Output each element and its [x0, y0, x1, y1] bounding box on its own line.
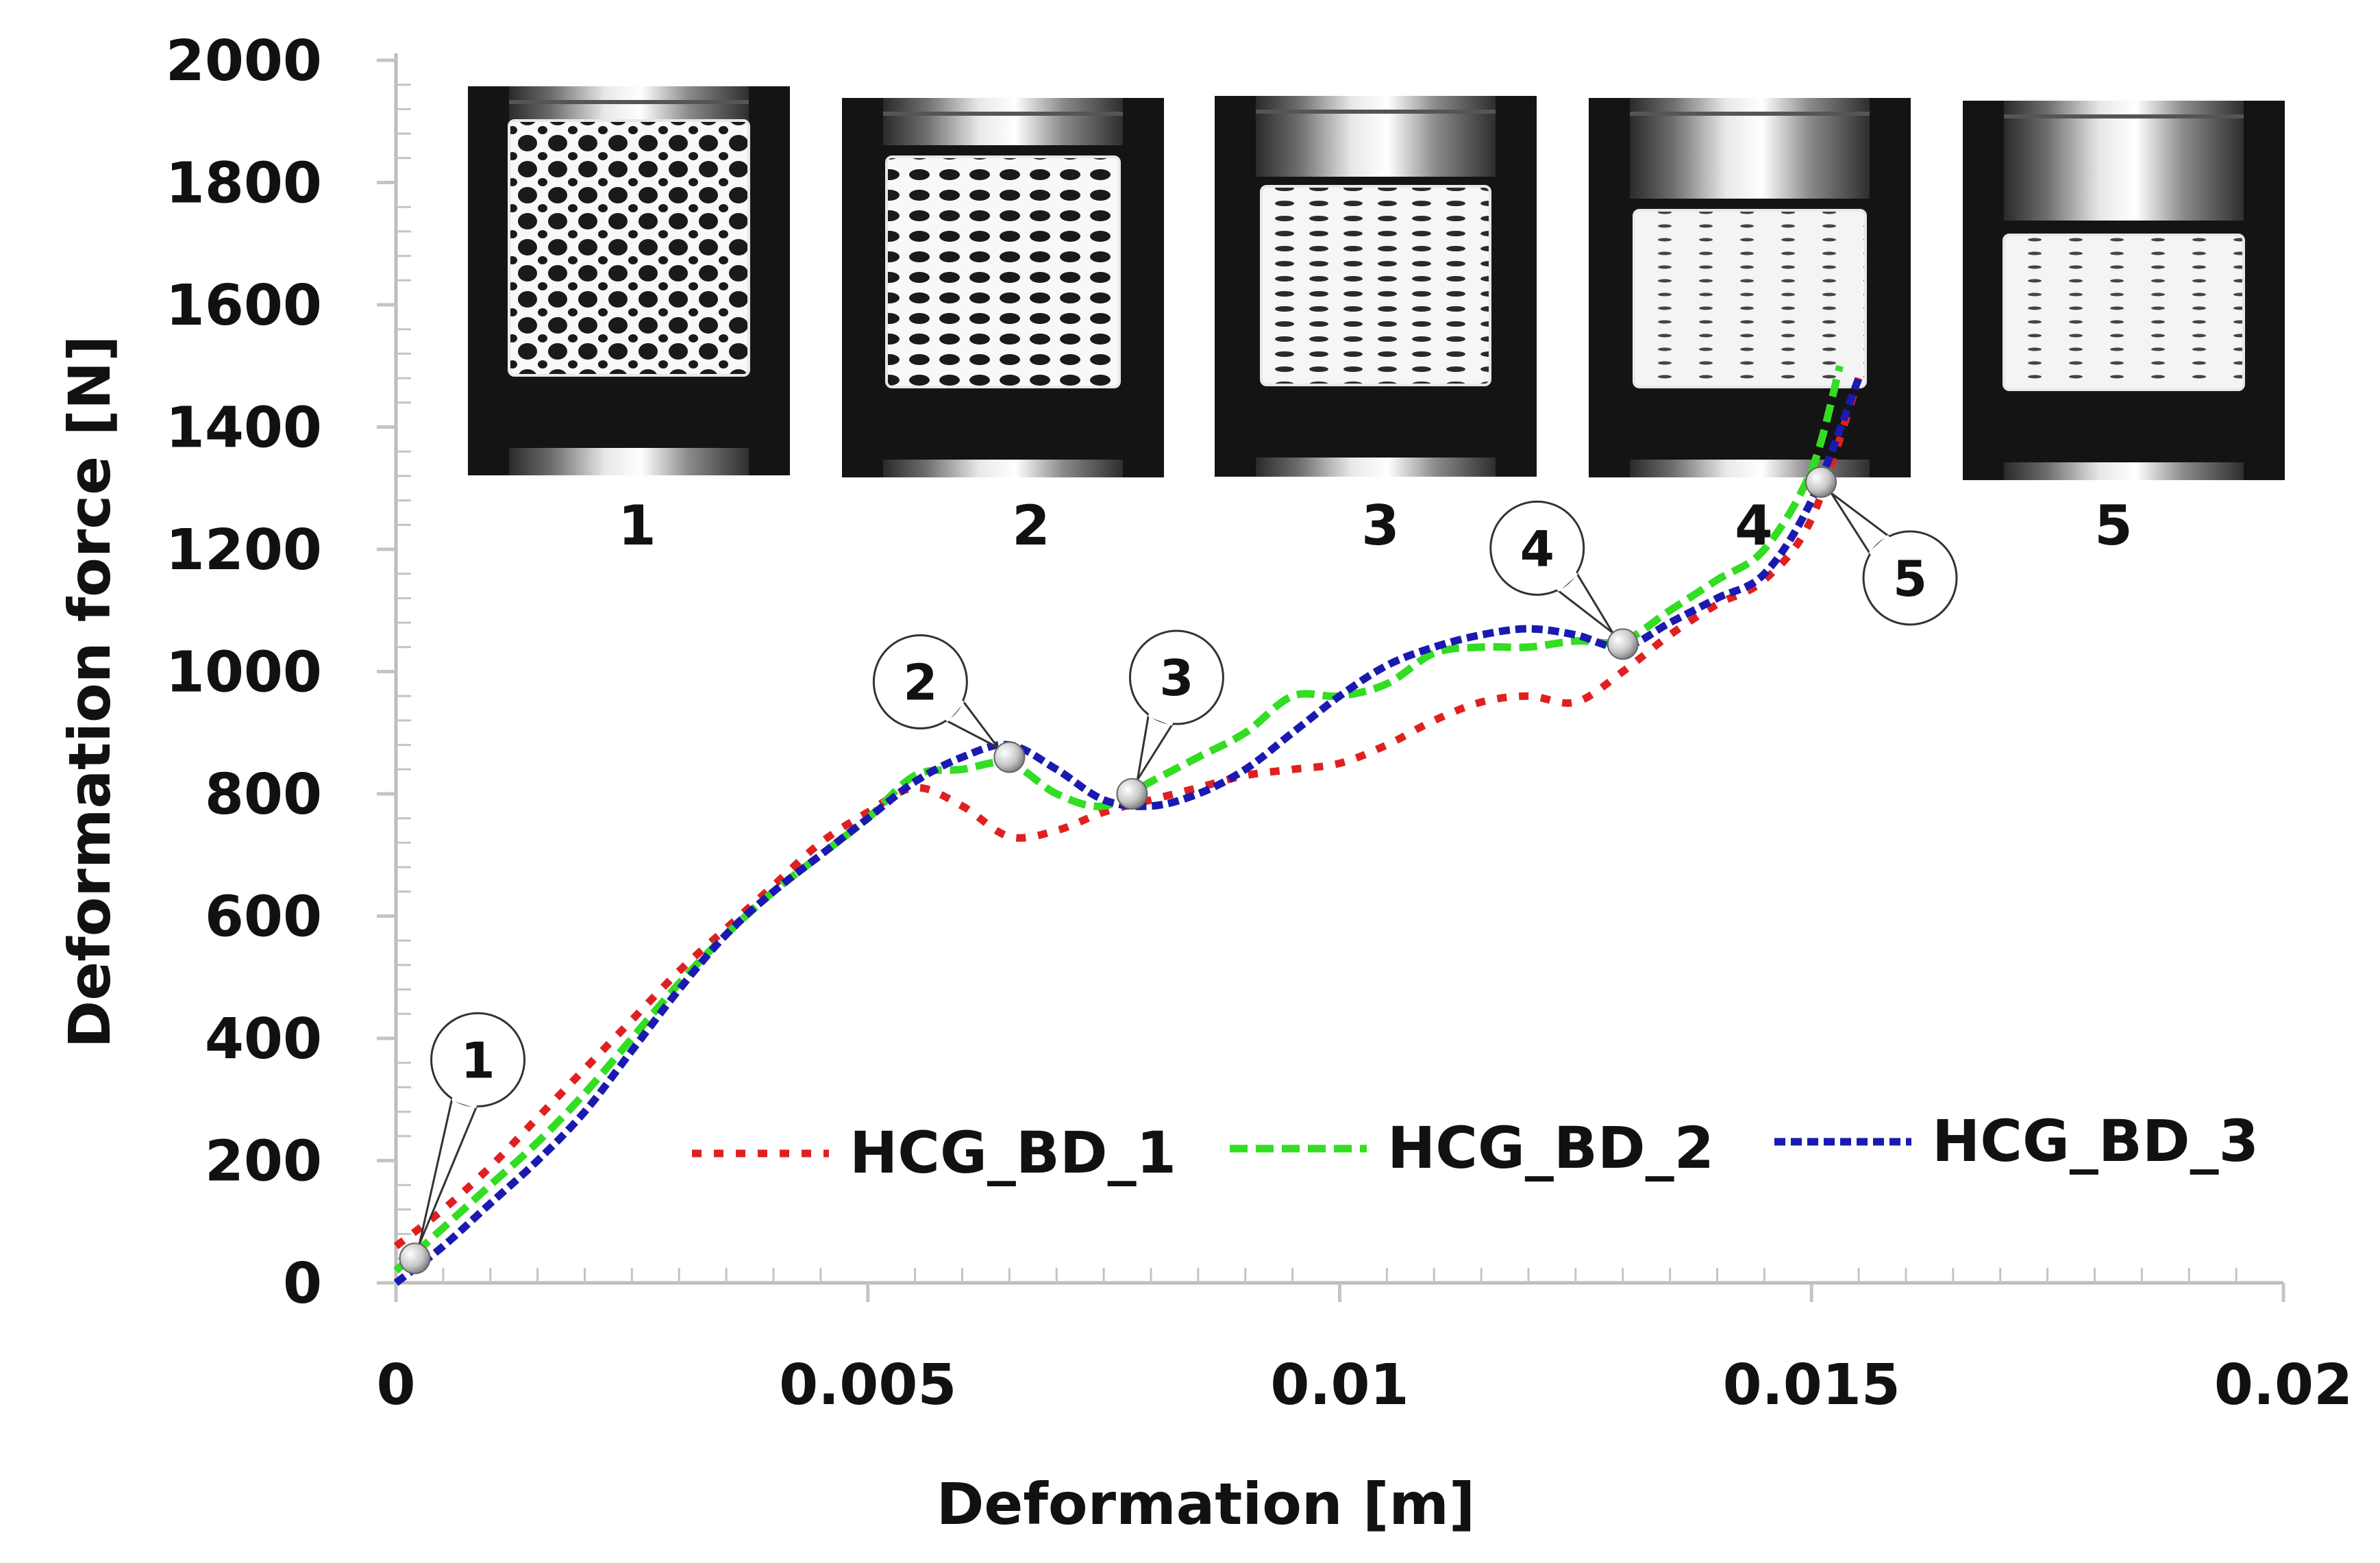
specimen-photo-2 — [842, 98, 1164, 477]
callout-layer: 1 2 3 4 5 — [399, 466, 1958, 1275]
y-tick-label: 1200 — [166, 518, 322, 583]
y-tick-label: 200 — [205, 1129, 322, 1195]
legend-item-1: HCG_BD_1 — [692, 1119, 1176, 1186]
callout-bubble — [430, 1012, 526, 1108]
x-tick-label: 0.01 — [1270, 1353, 1409, 1418]
callout-label: 2 — [903, 653, 937, 711]
callout-3: 3 — [1116, 629, 1224, 810]
callout-marker — [993, 741, 1026, 773]
callout-2: 2 — [872, 634, 1026, 773]
specimen-photo-1 — [468, 86, 790, 475]
y-tick-label: 0 — [283, 1251, 322, 1316]
specimen-photo-5 — [1963, 101, 2285, 480]
callout-marker — [1805, 466, 1837, 498]
y-tick-label: 1400 — [166, 396, 322, 461]
specimen-photo-3 — [1215, 96, 1537, 477]
legend-item-2: HCG_BD_2 — [1230, 1114, 1714, 1181]
y-tick-label: 1600 — [166, 273, 322, 338]
callout-tail — [418, 1098, 478, 1245]
callout-label: 5 — [1893, 550, 1927, 608]
callout-marker — [1116, 778, 1148, 810]
x-axis-title: Deformation [m] — [937, 1471, 1476, 1538]
y-tick-label: 1800 — [166, 151, 322, 216]
specimen-photo-4 — [1589, 98, 1911, 477]
callout-bubble — [1128, 629, 1224, 725]
photo-label-5: 5 — [2094, 494, 2133, 558]
legend-item-3: HCG_BD_3 — [1774, 1108, 2259, 1175]
callout-1: 1 — [399, 1012, 526, 1275]
legend: HCG_BD_1 HCG_BD_2 HCG_BD_3 — [692, 1108, 2259, 1186]
y-tick-label: 800 — [205, 762, 322, 827]
y-tick-label: 1000 — [166, 640, 322, 705]
y-tick-label: 600 — [205, 885, 322, 950]
axes: 0 200 400 600 800 1000 1200 1400 1600 1800 2000 0 0.… — [166, 29, 2353, 1418]
callout-5: 5 — [1805, 466, 1958, 626]
legend-label: HCG_BD_2 — [1387, 1114, 1714, 1181]
y-axis-title: Deformation force [N] — [56, 335, 123, 1048]
callout-label: 3 — [1159, 649, 1193, 707]
x-tick-label: 0 — [376, 1353, 415, 1418]
callout-bubble — [1489, 500, 1585, 596]
x-tick-label: 0.02 — [2214, 1353, 2353, 1418]
x-tick-label: 0.005 — [779, 1353, 956, 1418]
callout-bubble — [872, 634, 968, 729]
y-tick-label: 400 — [205, 1007, 322, 1072]
callout-label: 1 — [460, 1031, 495, 1089]
callout-marker — [399, 1242, 431, 1275]
legend-label: HCG_BD_1 — [850, 1119, 1176, 1186]
y-tick-label: 2000 — [166, 29, 322, 94]
callout-bubble — [1862, 530, 1958, 626]
photo-label-2: 2 — [1012, 494, 1050, 558]
callout-4: 4 — [1489, 500, 1639, 660]
x-tick-label: 0.015 — [1723, 1353, 1900, 1418]
photo-label-3: 3 — [1361, 494, 1400, 558]
photo-label-1: 1 — [618, 494, 656, 558]
callout-label: 4 — [1520, 520, 1554, 577]
legend-label: HCG_BD_3 — [1932, 1108, 2259, 1175]
callout-marker — [1607, 628, 1639, 660]
